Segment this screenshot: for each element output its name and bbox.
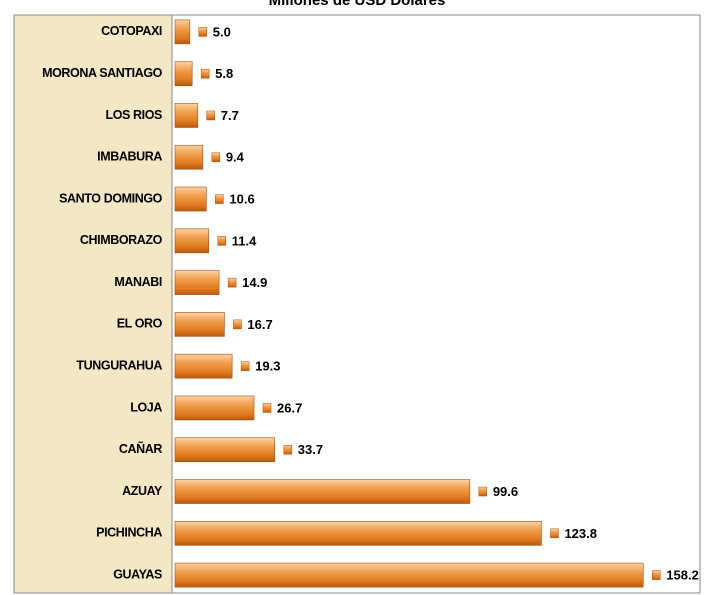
- label-marker: [233, 319, 242, 330]
- bar: [174, 312, 225, 337]
- y-tick-label: PICHINCHA: [96, 526, 162, 540]
- chart-title: Millones de USD Dólares: [269, 0, 446, 9]
- label-marker: [206, 110, 216, 121]
- label-marker: [652, 570, 661, 580]
- bar: [174, 270, 220, 295]
- label-marker: [198, 27, 208, 37]
- bar: [174, 144, 204, 170]
- y-tick-label: SANTO DOMINGO: [59, 191, 163, 205]
- y-tick-label: LOS RIOS: [105, 108, 162, 122]
- value-label: 9.4: [226, 150, 245, 165]
- value-label: 16.7: [247, 317, 272, 332]
- label-marker: [200, 68, 210, 79]
- bar: [174, 353, 233, 379]
- bar: [174, 395, 255, 421]
- y-tick-label: MANABI: [114, 275, 162, 289]
- label-marker: [240, 361, 250, 371]
- value-label: 123.8: [564, 526, 597, 541]
- label-panel: [13, 14, 173, 594]
- bar: [174, 228, 210, 254]
- value-label: 14.9: [242, 275, 267, 290]
- value-label: 5.8: [215, 66, 233, 81]
- bar: [174, 186, 207, 212]
- y-tick-label: AZUAY: [122, 484, 163, 498]
- value-label: 5.0: [213, 24, 231, 39]
- bar: [174, 479, 471, 504]
- value-label: 10.6: [229, 191, 254, 206]
- y-tick-label: MORONA SANTIAGO: [42, 66, 163, 80]
- bar: [174, 103, 199, 128]
- y-tick-label: EL ORO: [117, 317, 163, 331]
- value-label: 11.4: [232, 233, 257, 248]
- bar: [174, 437, 276, 463]
- y-tick-label: IMBABURA: [97, 150, 162, 164]
- value-label: 7.7: [221, 108, 239, 123]
- bar: [174, 61, 193, 86]
- label-marker: [262, 403, 272, 413]
- value-label: 99.6: [493, 484, 518, 499]
- label-marker: [215, 194, 224, 204]
- plot-area: [171, 14, 701, 594]
- y-tick-label: LOJA: [130, 400, 162, 414]
- y-tick-label: CAÑAR: [119, 441, 163, 456]
- y-tick-label: TUNGURAHUA: [76, 358, 162, 372]
- label-marker: [283, 445, 293, 455]
- y-tick-label: GUAYAS: [113, 567, 162, 581]
- bar: [174, 562, 644, 588]
- value-label: 19.3: [255, 359, 280, 374]
- label-marker: [478, 486, 488, 497]
- value-label: 26.7: [277, 400, 302, 415]
- label-marker: [227, 277, 237, 288]
- y-tick-label: CHIMBORAZO: [80, 233, 163, 247]
- bar: [174, 19, 191, 45]
- bar: [174, 521, 542, 546]
- value-label: 33.7: [298, 442, 323, 457]
- label-marker: [550, 528, 559, 539]
- label-marker: [211, 152, 221, 162]
- value-label: 158.2: [666, 568, 699, 583]
- y-tick-label: COTOPAXI: [101, 24, 162, 38]
- label-marker: [217, 236, 226, 246]
